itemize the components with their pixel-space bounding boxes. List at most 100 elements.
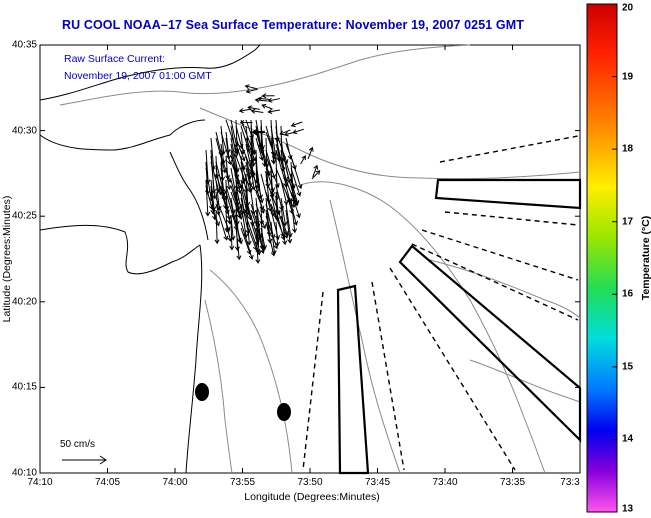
figure-title: RU COOL NOAA–17 Sea Surface Temperature:… <box>62 18 524 32</box>
current-vector <box>225 167 232 191</box>
x-tick-label: 73:45 <box>364 477 391 488</box>
current-vector <box>245 203 252 246</box>
y-tick-label: 40:30 <box>11 125 37 137</box>
x-tick-label: 74:00 <box>162 477 188 488</box>
surface-current-vectors <box>205 84 321 264</box>
current-vector <box>235 167 243 194</box>
current-vector <box>280 203 288 246</box>
staten-island-coast <box>39 119 206 151</box>
current-vector <box>311 170 321 180</box>
colorbar <box>586 3 618 513</box>
current-vector <box>225 137 232 160</box>
dashed-line-4 <box>411 243 579 321</box>
current-vector <box>274 221 280 247</box>
scale-arrow <box>62 455 107 465</box>
colorbar-tick-label: 20 <box>622 2 634 14</box>
current-vector <box>279 129 291 136</box>
current-vector <box>280 179 289 206</box>
current-vector <box>265 161 271 189</box>
radar-beam-east <box>434 178 582 210</box>
y-tick-label: 40:20 <box>11 296 37 308</box>
current-vector <box>290 197 298 234</box>
current-vector <box>224 209 230 233</box>
dashed-line-7 <box>302 291 324 471</box>
dashed-line-3 <box>421 229 579 281</box>
contour-7 <box>429 259 581 319</box>
current-vector <box>285 185 299 226</box>
colorbar-label: Temperature (°C) <box>640 215 651 301</box>
current-vector <box>255 203 267 230</box>
current-vector <box>214 209 220 245</box>
radar-site-marker <box>277 403 291 421</box>
x-tick-label: 73:50 <box>297 477 323 488</box>
current-vector <box>300 155 306 165</box>
radial-dashed-lines <box>302 135 579 471</box>
current-vector <box>267 108 281 114</box>
current-vector <box>245 167 254 193</box>
current-vector <box>235 215 242 243</box>
colorbar-tick-label: 18 <box>622 143 634 155</box>
current-vector <box>270 221 277 256</box>
x-tick-label: 73:40 <box>432 477 458 488</box>
dashed-line-5 <box>389 267 516 471</box>
dashed-line-1 <box>439 135 579 163</box>
current-vector <box>290 121 303 128</box>
colorbar-tick-marks <box>612 3 617 513</box>
current-vector <box>292 128 305 135</box>
current-vector <box>238 108 252 114</box>
long-island-coast <box>39 44 261 101</box>
current-vector <box>239 120 253 126</box>
current-vector <box>261 103 273 110</box>
colorbar-tick-label: 17 <box>622 216 634 228</box>
x-axis-label: Longitude (Degrees:Minutes) <box>244 491 380 503</box>
current-label-line2: November 19, 2007 01:00 GMT <box>64 70 212 82</box>
bathymetry-contours <box>59 44 581 474</box>
current-vector <box>280 215 289 236</box>
current-vector <box>270 137 276 165</box>
x-tick-label: 73:55 <box>229 477 256 488</box>
colorbar-tick-label: 15 <box>622 361 634 373</box>
axis-tick-marks <box>39 44 581 474</box>
y-tick-label: 40:15 <box>11 381 37 393</box>
raritan-bay-shore <box>39 224 201 275</box>
current-vector <box>225 197 232 225</box>
sandy-hook <box>169 151 209 241</box>
radar-beam-south <box>336 284 370 475</box>
contour-1 <box>59 44 471 106</box>
current-vector <box>307 146 314 160</box>
coastline <box>39 44 261 474</box>
current-vector <box>240 227 252 255</box>
current-vector <box>260 227 268 250</box>
current-vector <box>252 130 266 136</box>
y-tick-label: 40:25 <box>11 210 37 222</box>
current-vector <box>235 227 242 261</box>
scale-label: 50 cm/s <box>60 439 96 450</box>
contour-6 <box>204 299 233 474</box>
current-vector <box>261 93 275 99</box>
current-vector <box>290 155 303 190</box>
current-vector <box>245 161 253 188</box>
y-tick-label: 40:10 <box>11 467 37 479</box>
nj-coast <box>185 244 203 474</box>
current-vector <box>235 137 246 162</box>
colorbar-tick-label: 19 <box>622 71 634 83</box>
current-label-line1: Raw Surface Current: <box>64 53 165 65</box>
colorbar-tick-label: 16 <box>622 288 634 300</box>
current-vector <box>285 209 293 244</box>
colorbar-tick-label: 14 <box>622 433 634 445</box>
current-vector <box>250 167 257 191</box>
x-tick-label: 73:35 <box>499 477 526 488</box>
current-vector <box>250 108 264 114</box>
dashed-line-2 <box>444 211 579 226</box>
current-vector <box>244 84 257 90</box>
radar-site-marker <box>195 383 209 401</box>
radar-beam-southeast <box>398 244 582 443</box>
current-vector <box>257 96 271 102</box>
current-vector <box>290 191 301 219</box>
current-vector <box>229 221 235 251</box>
y-tick-label: 40:35 <box>11 39 37 51</box>
x-tick-label: 74:10 <box>27 477 53 488</box>
current-vector <box>245 88 258 94</box>
